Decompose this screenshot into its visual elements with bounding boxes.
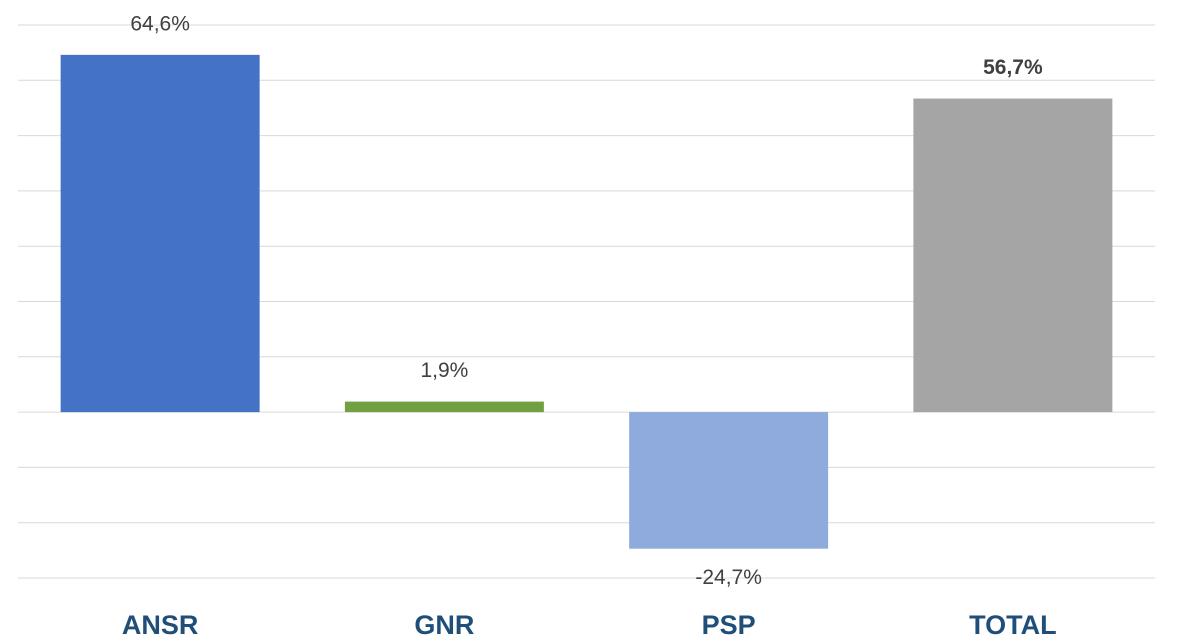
data-label: 64,6%	[130, 12, 190, 35]
bar	[344, 401, 544, 413]
data-label: 1,9%	[420, 359, 468, 382]
bar	[629, 412, 829, 549]
x-tick-label: GNR	[414, 610, 474, 640]
x-tick-label: ANSR	[122, 610, 199, 640]
x-tick-label: PSP	[702, 610, 756, 640]
data-label: 56,7%	[983, 56, 1043, 79]
data-label: -24,7%	[695, 566, 762, 589]
bar	[913, 98, 1113, 413]
bar	[60, 54, 260, 413]
x-tick-label: TOTAL	[969, 610, 1057, 640]
